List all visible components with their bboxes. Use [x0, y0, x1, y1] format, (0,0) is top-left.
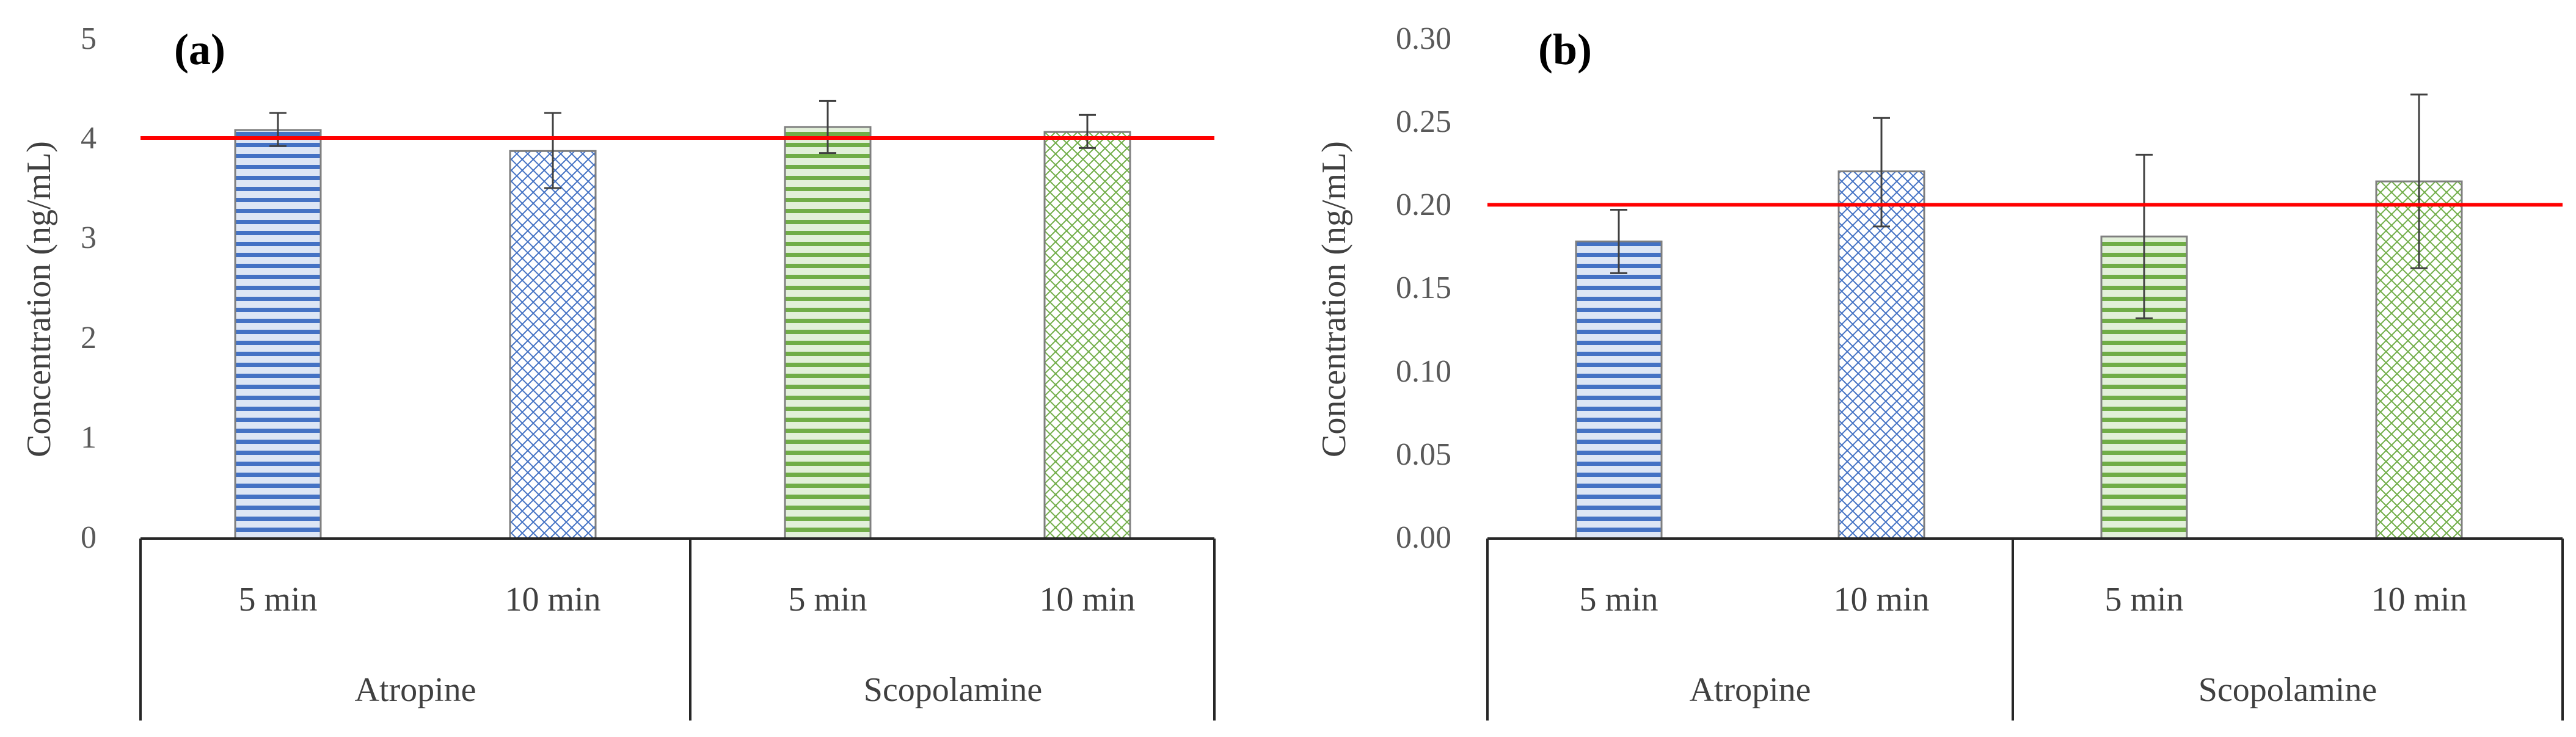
panel-b-bar	[1575, 240, 1663, 540]
panel-a-x-axis: 5 min 10 min 5 min 10 min Atropine Scopo…	[139, 537, 1216, 721]
panel-b-x-tick: 5 min	[2104, 581, 2183, 619]
panel-b-group-label: Atropine	[1689, 671, 1811, 709]
panel-a-y-tick: 0	[81, 520, 97, 555]
panel-a-x-tick: 5 min	[238, 581, 317, 619]
panel-a-y-tick: 1	[81, 420, 97, 455]
chart-panel-b: (b) Concentration (ng/mL) 0.00 0.05 0.10…	[1315, 21, 2564, 721]
panel-a-x-tick: 10 min	[1039, 581, 1135, 619]
panel-b-bars	[1575, 93, 2463, 540]
panel-b-x-tick: 10 min	[1833, 581, 1929, 619]
panel-b-y-tick: 0.00	[1396, 520, 1451, 555]
panel-a-error-bar	[1079, 114, 1096, 149]
panel-a-y-axis-title: Concentration (ng/mL)	[20, 141, 58, 457]
panel-a-y-tick: 2	[81, 321, 97, 355]
panel-b-x-axis: 5 min 10 min 5 min 10 min Atropine Scopo…	[1486, 537, 2564, 721]
panel-b-y-ticks: 0.00 0.05 0.10 0.15 0.20 0.25 0.30	[1396, 21, 1451, 555]
panel-b-y-axis-title: Concentration (ng/mL)	[1315, 141, 1353, 457]
panel-a-group-label: Atropine	[354, 671, 476, 709]
panel-a-y-tick: 5	[81, 21, 97, 56]
panel-a-y-tick: 3	[81, 220, 97, 255]
panel-a-bar	[784, 126, 872, 540]
panel-a-group-label: Scopolamine	[864, 671, 1042, 709]
panel-b-x-tick: 10 min	[2371, 581, 2467, 619]
panel-a-bar	[234, 129, 322, 540]
panel-a-label: (a)	[174, 25, 225, 74]
chart-panel-a: (a) Concentration (ng/mL) 0 1 2 3 4 5 5 …	[20, 21, 1216, 721]
panel-b-y-tick: 0.25	[1396, 104, 1451, 139]
panel-b-group-label: Scopolamine	[2198, 671, 2377, 709]
panel-b-error-bar	[2136, 153, 2153, 319]
panel-b-y-tick: 0.10	[1396, 354, 1451, 389]
panel-b-y-tick: 0.15	[1396, 270, 1451, 305]
panel-b-bar	[1837, 170, 1925, 540]
panel-a-error-bar	[269, 112, 286, 147]
panel-b-error-bar	[1610, 209, 1627, 274]
panel-a-y-ticks: 0 1 2 3 4 5	[81, 21, 97, 555]
panel-b-y-tick: 0.30	[1396, 21, 1451, 56]
panel-b-error-bar	[2410, 93, 2428, 269]
panel-b-error-bar	[1873, 117, 1890, 228]
panel-b-label: (b)	[1538, 25, 1592, 74]
panel-b-y-tick: 0.05	[1396, 437, 1451, 472]
panel-a-y-tick: 4	[81, 121, 97, 156]
panel-a-error-bar	[544, 112, 561, 189]
panel-a-bars	[234, 100, 1131, 540]
panel-a-bar	[509, 150, 597, 540]
panel-a-bar	[1043, 131, 1131, 540]
panel-b-x-tick: 5 min	[1579, 581, 1658, 619]
panel-a-error-bar	[819, 100, 836, 154]
panel-b-y-tick: 0.20	[1396, 187, 1451, 222]
panel-a-x-tick: 10 min	[505, 581, 600, 619]
panel-a-x-tick: 5 min	[788, 581, 867, 619]
